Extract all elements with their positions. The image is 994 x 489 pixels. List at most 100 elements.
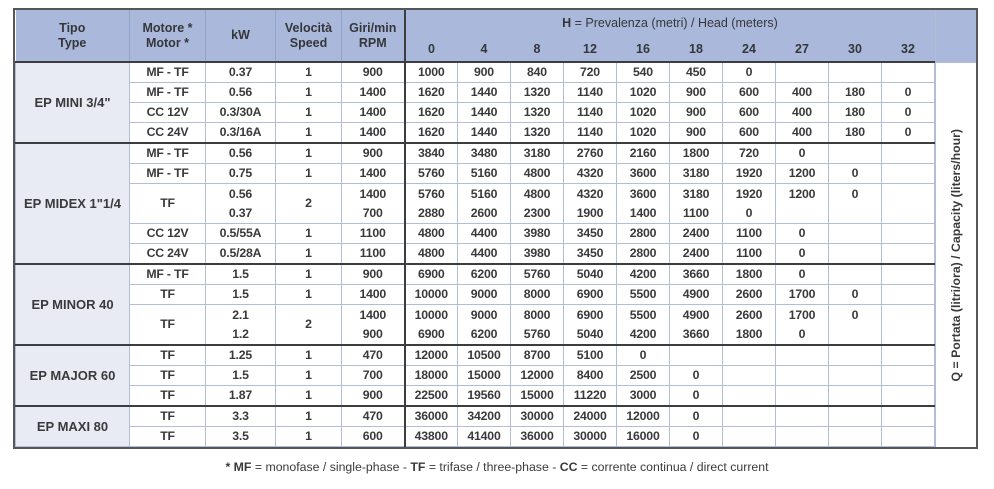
capacity-cell: 1140 <box>563 122 617 144</box>
capacity-cell: 9000 6200 <box>457 304 511 346</box>
spec-row: CC 24V 0.5/28A 1 1100 4800 4400 3980 3450 2800 24… <box>16 243 935 265</box>
kw-cell: 0.5/28A <box>205 243 276 265</box>
motor-type-cell: TF <box>129 183 206 224</box>
capacity-cell <box>828 61 882 83</box>
capacity-cell <box>775 426 829 447</box>
sub-value: 0 <box>851 186 859 201</box>
sub-value: 1400 <box>359 307 387 322</box>
capacity-cell: 8700 <box>510 344 564 366</box>
capacity-cell: 3480 <box>457 142 511 164</box>
capacity-cell: 400 <box>775 122 829 144</box>
footnote-part: TF <box>410 460 426 474</box>
head-value-8: 8 <box>510 37 564 62</box>
sub-value: 5500 <box>629 307 657 322</box>
capacity-cell <box>881 405 935 427</box>
rpm-cell: 900 <box>341 142 405 164</box>
pump-model-label: EP MIDEX 1"1/4 <box>15 142 130 265</box>
speed-cell: 1 <box>275 142 342 164</box>
motor-type-cell: CC 12V <box>129 223 206 244</box>
speed-cell: 1 <box>275 243 342 265</box>
sub-value: 3180 <box>682 186 710 201</box>
capacity-cell: 2160 <box>616 142 670 164</box>
speed-cell: 1 <box>275 405 342 427</box>
kw-cell: 0.75 <box>205 163 276 184</box>
kw-cell: 0.56 <box>205 142 276 164</box>
capacity-cell: 10500 <box>457 344 511 366</box>
capacity-cell: 6900 <box>403 263 458 285</box>
capacity-cell: 11220 <box>563 385 617 407</box>
capacity-cell: 8400 <box>563 365 617 386</box>
capacity-cell: 5160 <box>457 163 511 184</box>
table-body: EP MINI 3/4" MF - TF 0.37 1 900 1000 900 840 720… <box>15 61 935 447</box>
rpm-cell: 1400 <box>341 163 405 184</box>
footnote-part: MF <box>233 460 252 474</box>
capacity-cell <box>722 426 776 447</box>
speed-cell: 1 <box>275 223 342 244</box>
kw-cell: 1.87 <box>205 385 276 407</box>
capacity-cell <box>881 365 935 386</box>
rpm-cell: 700 <box>341 365 405 386</box>
capacity-cell: 1020 <box>616 102 670 123</box>
capacity-cell: 0 <box>828 163 882 184</box>
capacity-cell: 0 <box>775 142 829 164</box>
capacity-cell: 3450 <box>563 223 617 244</box>
speed-cell: 1 <box>275 263 342 285</box>
spec-row: CC 24V 0.3/16A 1 1400 1620 1440 1320 1140 1020 90… <box>16 122 935 144</box>
spec-row: CC 12V 0.3/30A 1 1400 1620 1440 1320 1140 1020 90… <box>16 102 935 123</box>
capacity-cell: 15000 <box>510 385 564 407</box>
capacity-cell: 34200 <box>457 405 511 427</box>
capacity-cell: 900 <box>457 61 511 83</box>
sub-value: 1700 <box>788 307 816 322</box>
rpm-cell: 1100 <box>341 223 405 244</box>
capacity-cell: 600 <box>722 102 776 123</box>
pump-model-label: EP MAJOR 60 <box>15 344 130 407</box>
rpm-cell: 470 <box>341 405 405 427</box>
capacity-cell: 6900 <box>563 284 617 305</box>
sub-value: 0 <box>745 205 753 220</box>
capacity-cell: 600 <box>722 122 776 144</box>
kw-cell: 0.37 <box>205 61 276 83</box>
speed-cell: 1 <box>275 102 342 123</box>
capacity-cell <box>722 405 776 427</box>
capacity-cell: 0 <box>828 284 882 305</box>
kw-cell: 3.3 <box>205 405 276 427</box>
capacity-cell: 1800 <box>722 263 776 285</box>
capacity-cell: 6900 5040 <box>563 304 617 346</box>
capacity-cell <box>881 142 935 164</box>
capacity-cell: 3000 <box>616 385 670 407</box>
motor-type-cell: TF <box>129 365 206 386</box>
sub-value <box>884 185 932 204</box>
spec-row: TF 3.5 1 600 43800 41400 36000 30000 16000 0 <box>16 426 935 447</box>
capacity-cell <box>881 344 935 366</box>
capacity-cell: 2600 1800 <box>722 304 776 346</box>
capacity-cell: 4900 <box>669 284 723 305</box>
sub-value: 8000 <box>523 307 551 322</box>
spec-row: TF 1.5 1 700 18000 15000 12000 8400 2500 0 <box>16 365 935 386</box>
speed-cell: 1 <box>275 365 342 386</box>
capacity-cell: 4320 1900 <box>563 183 617 224</box>
sub-value: 2600 <box>470 205 498 220</box>
capacity-cell: 1620 <box>403 82 458 103</box>
capacity-cell: 22500 <box>403 385 458 407</box>
capacity-cell: 15000 <box>457 365 511 386</box>
capacity-cell: 1100 <box>722 243 776 265</box>
capacity-cell: 3450 <box>563 243 617 265</box>
capacity-cell: 0 <box>616 344 670 366</box>
capacity-cell: 16000 <box>616 426 670 447</box>
capacity-cell <box>722 365 776 386</box>
sub-value: 4200 <box>629 326 657 341</box>
rpm-cell: 1400 <box>341 122 405 144</box>
capacity-cell <box>828 142 882 164</box>
pump-specs-table: Tipo Type Motore * Motor * kW Velocità S… <box>13 8 978 449</box>
capacity-cell: 2500 <box>616 365 670 386</box>
sub-value: 6200 <box>470 326 498 341</box>
sub-value: 5160 <box>470 186 498 201</box>
capacity-cell: 41400 <box>457 426 511 447</box>
sub-value <box>884 306 932 325</box>
capacity-cell <box>881 223 935 244</box>
motor-type-cell: CC 12V <box>129 102 206 123</box>
capacity-cell: 450 <box>669 61 723 83</box>
head-value-24: 24 <box>722 37 776 62</box>
capacity-cell: 30000 <box>510 405 564 427</box>
rpm-cell: 1400 <box>341 284 405 305</box>
